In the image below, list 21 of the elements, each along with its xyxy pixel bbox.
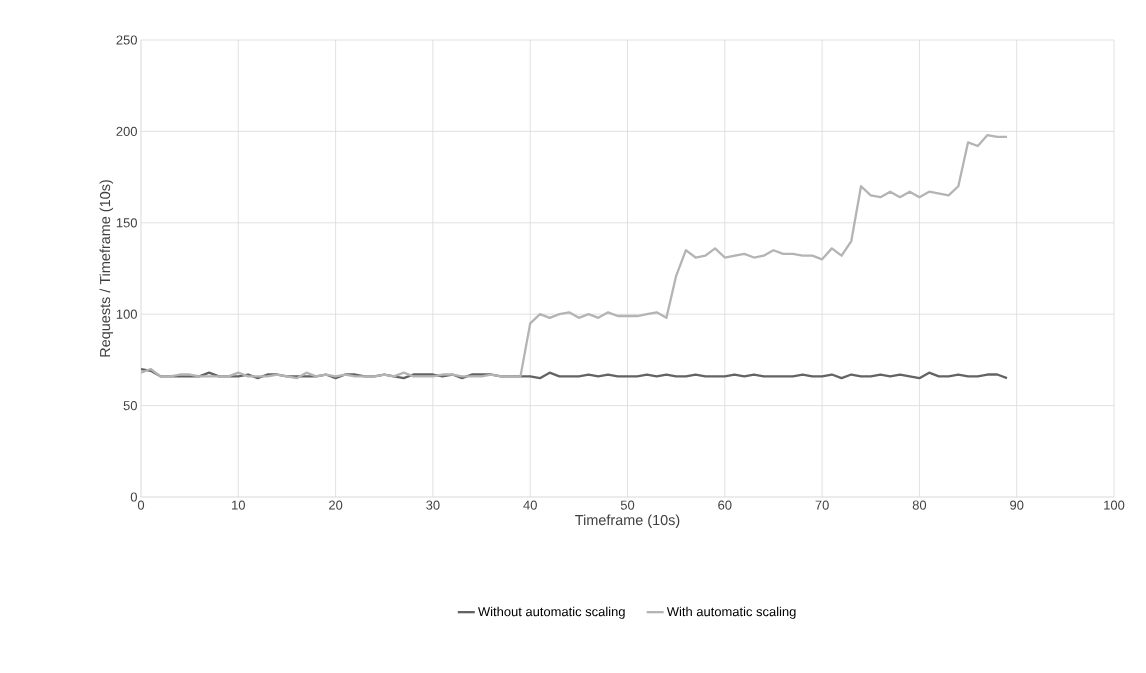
x-tick-label: 50 xyxy=(620,500,635,510)
y-tick-label: 100 xyxy=(116,309,137,319)
x-tick-label: 40 xyxy=(523,500,537,510)
x-tick-label: 10 xyxy=(232,500,245,510)
y-axis-title: Requests / Timeframe (10s) xyxy=(99,180,114,357)
x-tick-label: 100 xyxy=(1104,500,1125,510)
y-tick-label: 150 xyxy=(116,218,137,228)
y-tick-label: 50 xyxy=(123,401,137,411)
x-tick-label: 70 xyxy=(815,500,829,510)
x-tick-label: 20 xyxy=(329,500,343,510)
legend-label: Without automatic scaling xyxy=(478,606,625,619)
x-axis-title: Timeframe (10s) xyxy=(575,514,680,528)
x-tick-label: 0 xyxy=(137,500,145,510)
x-tick-label: 80 xyxy=(912,500,927,510)
y-tick-label: 0 xyxy=(130,492,137,502)
y-tick-label: 200 xyxy=(116,126,137,136)
legend-label: With automatic scaling xyxy=(666,606,796,619)
y-tick-label: 250 xyxy=(116,35,137,45)
x-tick-label: 90 xyxy=(1010,500,1024,510)
x-tick-label: 30 xyxy=(426,500,440,510)
x-tick-label: 60 xyxy=(718,500,732,510)
